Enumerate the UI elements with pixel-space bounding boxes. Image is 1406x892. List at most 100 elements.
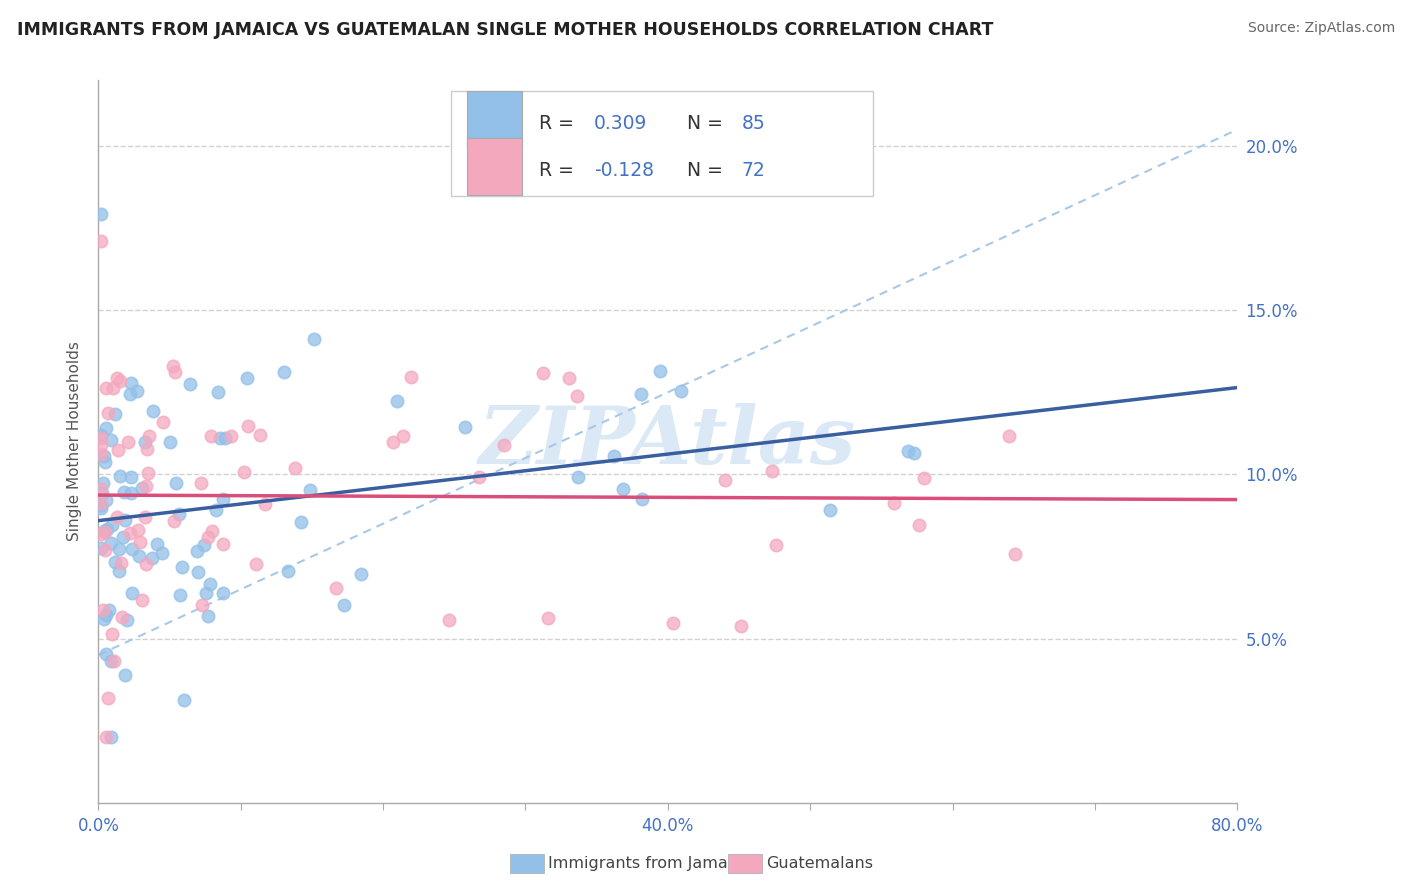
Point [90,235,112,249]
Point [100,730,122,744]
Point [468,470,491,484]
Point [454,420,477,434]
Text: 72: 72 [742,161,766,180]
Point [94,455,117,469]
Point [90,207,112,221]
Point [111,610,134,624]
Point [108,468,131,483]
Point [112,485,135,500]
Point [96,522,118,536]
Text: Guatemalans: Guatemalans [766,856,873,871]
Point [191,599,214,613]
Point [100,517,122,532]
Point [121,541,143,556]
Point [104,407,127,421]
Point [236,371,259,385]
Point [94,543,117,558]
Point [437,613,460,627]
Point [187,566,209,580]
Point [714,473,737,487]
Point [131,481,153,495]
Point [90,496,112,510]
Point [135,442,157,456]
Point [91,475,114,490]
Text: R =: R = [538,161,581,180]
Point [212,537,235,551]
Point [128,549,150,563]
Point [567,469,589,483]
Point [121,586,143,600]
Text: Source: ZipAtlas.com: Source: ZipAtlas.com [1247,21,1395,36]
Point [138,429,160,443]
Point [201,524,224,538]
Point [299,483,322,497]
Point [127,524,149,538]
Point [90,482,112,496]
Point [90,438,112,452]
Point [650,364,672,378]
Text: N =: N = [688,161,730,180]
Point [136,466,159,480]
Point [197,530,219,544]
Point [761,464,783,478]
Point [205,503,228,517]
Point [96,493,118,508]
Point [730,619,752,633]
Point [146,537,169,551]
Point [197,609,219,624]
Point [101,381,124,395]
Point [105,371,128,385]
Point [212,586,235,600]
Point [630,491,652,506]
Point [94,524,117,539]
Point [159,435,181,450]
Point [163,365,186,379]
Point [125,384,148,398]
Point [93,612,115,626]
Point [134,434,156,449]
Point [897,444,920,458]
Text: R =: R = [538,114,581,134]
Point [108,374,131,388]
Point [103,654,125,668]
Text: N =: N = [688,114,730,134]
Point [165,476,187,491]
Point [94,648,117,662]
Point [236,418,259,433]
Point [194,586,217,600]
Point [117,434,139,449]
Point [107,442,129,457]
Point [214,431,236,445]
Point [912,471,935,485]
Point [90,501,112,516]
Point [492,438,515,452]
Point [98,603,121,617]
Point [186,543,208,558]
Point [332,598,354,612]
Point [167,507,190,521]
Point [325,581,347,595]
Point [114,668,136,682]
Point [135,479,157,493]
Point [818,503,841,517]
Point [162,359,184,373]
Point [90,431,112,445]
Point [198,577,221,591]
Point [100,535,122,549]
FancyBboxPatch shape [467,92,522,148]
Text: IMMIGRANTS FROM JAMAICA VS GUATEMALAN SINGLE MOTHER HOUSEHOLDS CORRELATION CHART: IMMIGRANTS FROM JAMAICA VS GUATEMALAN SI… [17,21,993,39]
Point [232,465,254,479]
Point [129,534,152,549]
Point [94,730,117,744]
Point [221,428,243,442]
Point [997,429,1019,443]
Text: Immigrants from Jamaica: Immigrants from Jamaica [548,856,751,871]
Point [94,421,117,435]
Point [90,541,112,555]
FancyBboxPatch shape [467,138,522,194]
Point [115,613,138,627]
Text: ZIPAtlas: ZIPAtlas [479,403,856,480]
Point [603,449,626,463]
Point [190,475,212,490]
Point [142,404,165,418]
